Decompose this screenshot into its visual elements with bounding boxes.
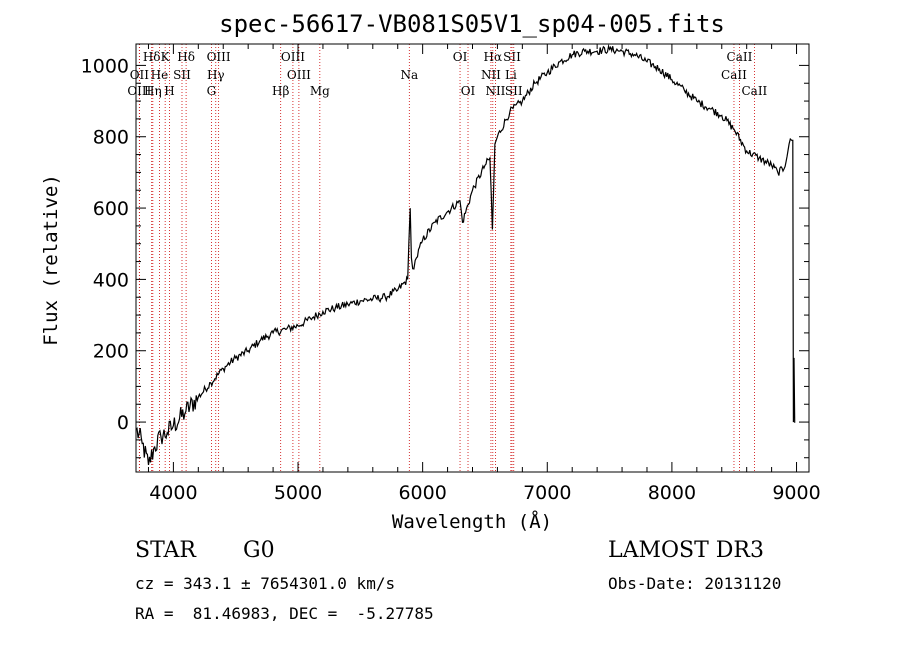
spectral-line-label: OI — [453, 50, 468, 64]
spectral-line-label: Hδ — [143, 50, 161, 64]
spectral-line-label: Hβ — [272, 84, 289, 98]
y-tick-label: 800 — [93, 127, 129, 149]
spectral-line-label: NII — [481, 68, 501, 82]
chart-title: spec-56617-VB081S05V1_sp04-005.fits — [219, 10, 725, 38]
coordinates-readout: RA = 81.46983, DEC = -5.27785 — [135, 604, 434, 623]
spectral-line-label: SII — [173, 68, 191, 82]
spectral-line-label: OIII — [127, 84, 151, 98]
spectral-line-label: He — [151, 68, 169, 82]
x-tick-label: 9000 — [772, 482, 820, 504]
y-tick-label: 1000 — [81, 55, 129, 77]
spectral-line-label: NII — [485, 84, 505, 98]
spectral-line-label: Hα — [484, 50, 503, 64]
y-axis-label: Flux (relative) — [40, 174, 62, 346]
survey-name: LAMOST DR3 — [608, 538, 764, 563]
spectral-line-label: Na — [400, 68, 418, 82]
spectral-line-label: OIII — [207, 50, 231, 64]
spectral-line-label: OIII — [281, 50, 305, 64]
y-tick-label: 200 — [93, 341, 129, 363]
x-tick-label: 8000 — [648, 482, 696, 504]
y-tick-label: 400 — [93, 269, 129, 291]
x-axis: 4000 5000 6000 7000 8000 9000 — [147, 44, 821, 504]
x-tick-label: 7000 — [523, 482, 571, 504]
spectral-line-label: Hδ — [177, 50, 195, 64]
observation-date: Obs-Date: 20131120 — [608, 574, 782, 593]
x-tick-label: 4000 — [149, 482, 197, 504]
object-subclass: G0 — [243, 538, 275, 563]
y-tick-label: 600 — [93, 198, 129, 220]
x-axis-label: Wavelength (Å) — [392, 510, 552, 533]
spectral-line-label: K — [161, 50, 171, 64]
y-tick-label: 0 — [117, 412, 129, 434]
x-tick-label: 5000 — [274, 482, 322, 504]
spectral-line-label: CaII — [721, 68, 747, 82]
object-class: STAR — [135, 538, 196, 563]
spectral-line-label: Hη — [144, 84, 162, 98]
plot-area — [135, 43, 796, 465]
spectral-line-label: CaII — [727, 50, 753, 64]
spectral-line-label: OI — [461, 84, 476, 98]
redshift-readout: cz = 343.1 ± 7654301.0 km/s — [135, 574, 396, 593]
spectral-line-label: Hγ — [207, 68, 225, 82]
y-axis: 0 200 400 600 800 1000 — [81, 55, 809, 459]
flux-series-line — [135, 43, 796, 465]
spectral-line-label: Li — [505, 68, 517, 82]
spectral-line-label: SII — [503, 50, 521, 64]
spectral-line-label: CaII — [741, 84, 767, 98]
spectral-line-label: H — [164, 84, 174, 98]
x-tick-label: 6000 — [398, 482, 446, 504]
spectral-line-label: SII — [505, 84, 523, 98]
spectral-line-label: G — [207, 84, 217, 98]
spectral-line-label: OIII — [287, 68, 311, 82]
spectral-line-label: Mg — [310, 84, 330, 98]
